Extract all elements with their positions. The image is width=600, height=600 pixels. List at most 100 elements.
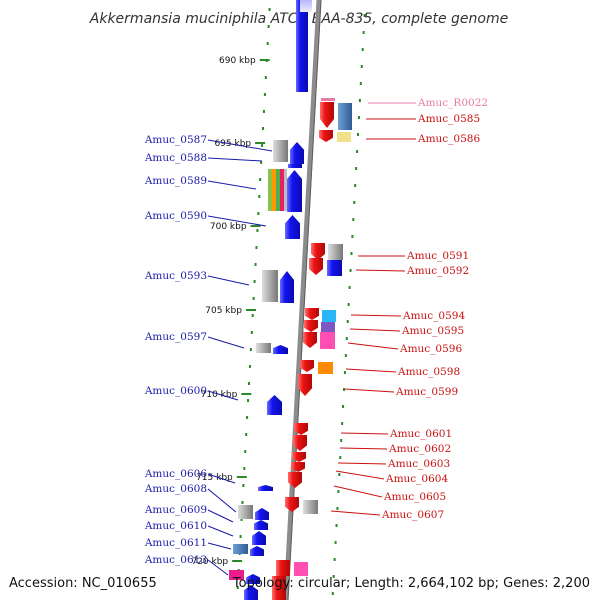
accession-text: Accession: NC_010655 bbox=[9, 576, 157, 591]
track-dot bbox=[260, 161, 263, 164]
gene-label[interactable]: Amuc_0602 bbox=[388, 443, 451, 455]
gene-label[interactable]: Amuc_0595 bbox=[401, 325, 464, 337]
gene-label[interactable]: Amuc_0601 bbox=[389, 428, 452, 440]
track-dot bbox=[236, 586, 239, 589]
gene-label[interactable]: Amuc_0591 bbox=[406, 250, 469, 262]
gene-label[interactable]: Amuc_0605 bbox=[383, 491, 446, 503]
forward-gene bbox=[288, 164, 302, 168]
gene-label[interactable]: Amuc_0604 bbox=[385, 473, 448, 485]
leader-line bbox=[345, 368, 397, 373]
tick-label: 705 kbp bbox=[205, 306, 242, 316]
reverse-gene bbox=[305, 308, 319, 320]
forward-gene bbox=[244, 585, 258, 600]
track-dot bbox=[341, 422, 344, 425]
leader-line bbox=[207, 488, 237, 513]
track-dot bbox=[352, 218, 355, 221]
reverse-gene bbox=[327, 260, 342, 276]
track-dot bbox=[249, 348, 252, 351]
track-dot bbox=[354, 184, 357, 187]
track-dot bbox=[333, 558, 336, 561]
track-dot bbox=[353, 201, 356, 204]
gene-label[interactable]: Amuc_0588 bbox=[144, 152, 207, 164]
gene-label[interactable]: Amuc_0609 bbox=[144, 504, 207, 516]
gene-label[interactable]: Amuc_0613 bbox=[144, 554, 207, 566]
leader-line bbox=[207, 509, 234, 523]
leader-line bbox=[337, 462, 387, 465]
track-dot bbox=[343, 371, 346, 374]
gene-label[interactable]: Amuc_0592 bbox=[406, 265, 469, 277]
forward-gene bbox=[272, 169, 276, 211]
leader-line bbox=[207, 139, 273, 152]
track-dot bbox=[344, 354, 347, 357]
reverse-gene bbox=[309, 258, 323, 275]
track-dot bbox=[256, 229, 259, 232]
leader-line bbox=[330, 510, 381, 516]
track-dot bbox=[360, 65, 363, 68]
track-dot bbox=[242, 484, 245, 487]
track-dot bbox=[248, 365, 251, 368]
forward-gene bbox=[256, 343, 271, 353]
track-dot bbox=[357, 116, 360, 119]
track-dot bbox=[261, 144, 264, 147]
gene-label[interactable]: Amuc_0611 bbox=[144, 537, 207, 549]
reverse-gene bbox=[276, 560, 290, 576]
gene-label[interactable]: Amuc_0586 bbox=[417, 133, 480, 145]
leader-line bbox=[207, 559, 229, 576]
gene-label[interactable]: Amuc_R0022 bbox=[417, 97, 488, 109]
reverse-gene bbox=[291, 462, 305, 472]
forward-gene bbox=[229, 570, 244, 580]
forward-gene bbox=[273, 140, 288, 162]
gene-label[interactable]: Amuc_0597 bbox=[144, 331, 207, 343]
track-dot bbox=[244, 450, 247, 453]
reverse-gene bbox=[298, 374, 312, 396]
forward-gene bbox=[276, 169, 280, 211]
gene-label[interactable]: Amuc_0587 bbox=[144, 134, 207, 146]
reverse-gene bbox=[311, 243, 325, 260]
track-dot bbox=[348, 286, 351, 289]
forward-gene bbox=[255, 508, 269, 520]
track-dot bbox=[335, 524, 338, 527]
gene-label[interactable]: Amuc_0589 bbox=[144, 175, 207, 187]
labels-layer: Amuc_0587 Amuc_0588 Amuc_0589 Amuc_0590 Amuc… bbox=[144, 97, 488, 566]
reverse-gene bbox=[321, 98, 335, 101]
track-dot bbox=[336, 507, 339, 510]
track-dot bbox=[247, 382, 250, 385]
track-dot bbox=[340, 439, 343, 442]
gene-label[interactable]: Amuc_0598 bbox=[397, 366, 460, 378]
gene-label[interactable]: Amuc_0593 bbox=[144, 270, 207, 282]
leader-line bbox=[207, 336, 245, 349]
track-dot bbox=[254, 263, 257, 266]
tick-label: 715 kbp bbox=[196, 473, 233, 483]
leader-lines bbox=[207, 102, 416, 576]
reverse-gene bbox=[292, 452, 306, 462]
gene-label[interactable]: Amuc_0607 bbox=[381, 509, 444, 521]
track-dot bbox=[359, 82, 362, 85]
leader-line bbox=[335, 470, 385, 480]
track-dot bbox=[245, 433, 248, 436]
reverse-gene bbox=[319, 130, 333, 142]
gene-label[interactable]: Amuc_0594 bbox=[402, 310, 465, 322]
gene-label[interactable]: Amuc_0590 bbox=[144, 210, 207, 222]
gene-label[interactable]: Amuc_0600 bbox=[144, 385, 207, 397]
track-dot bbox=[267, 25, 270, 28]
leader-line bbox=[207, 215, 267, 227]
track-dot bbox=[349, 269, 352, 272]
reverse-gene bbox=[321, 322, 335, 332]
reverse-gene bbox=[294, 423, 308, 435]
gene-label[interactable]: Amuc_0599 bbox=[395, 386, 458, 398]
gene-label[interactable]: Amuc_0596 bbox=[399, 343, 462, 355]
forward-gene bbox=[268, 169, 272, 211]
forward-gene bbox=[285, 215, 300, 239]
gene-label[interactable]: Amuc_0585 bbox=[417, 113, 480, 125]
forward-gene bbox=[287, 170, 302, 212]
gene-label[interactable]: Amuc_0606 bbox=[144, 468, 207, 480]
track-dot bbox=[257, 212, 260, 215]
gene-label[interactable]: Amuc_0610 bbox=[144, 520, 207, 532]
track-dot bbox=[243, 467, 246, 470]
forward-gene bbox=[238, 505, 253, 519]
reverse-gene bbox=[320, 332, 335, 349]
gene-label[interactable]: Amuc_0608 bbox=[144, 483, 207, 495]
gene-label[interactable]: Amuc_0603 bbox=[387, 458, 450, 470]
reverse-gene bbox=[328, 244, 343, 260]
forward-gene bbox=[280, 169, 284, 211]
